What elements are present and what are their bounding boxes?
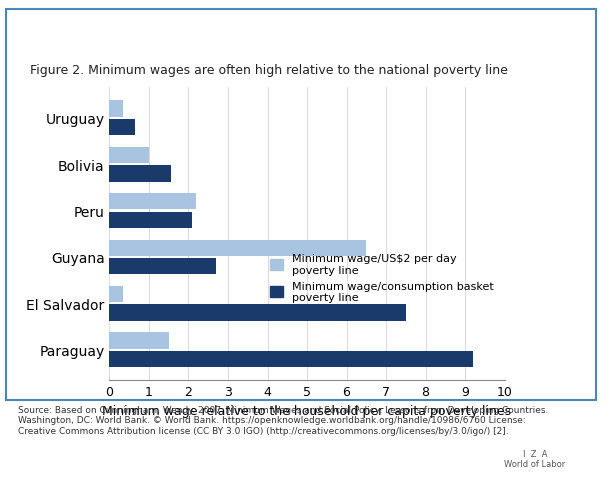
Bar bbox=[109, 333, 169, 349]
Bar bbox=[109, 240, 366, 256]
Bar bbox=[109, 259, 216, 275]
Text: Figure 2. Minimum wages are often high relative to the national poverty line: Figure 2. Minimum wages are often high r… bbox=[30, 63, 508, 77]
Bar bbox=[109, 120, 135, 136]
Bar bbox=[109, 351, 473, 367]
Text: Source: Based on Cunningham, Wendy. 2007. Minimum Wages and Social Policy: Lesso: Source: Based on Cunningham, Wendy. 2007… bbox=[18, 405, 548, 435]
Bar bbox=[109, 286, 123, 303]
Text: I  Z  A
World of Labor: I Z A World of Labor bbox=[505, 449, 565, 468]
Bar bbox=[109, 166, 171, 182]
Bar bbox=[109, 305, 406, 321]
Bar bbox=[109, 147, 149, 163]
Bar bbox=[109, 212, 192, 228]
X-axis label: Minimum wage relative to the household per capita poverty lines: Minimum wage relative to the household p… bbox=[103, 404, 511, 417]
Legend: Minimum wage/US$2 per day
poverty line, Minimum wage/consumption basket
poverty : Minimum wage/US$2 per day poverty line, … bbox=[264, 248, 499, 308]
Bar bbox=[109, 101, 123, 117]
Bar bbox=[109, 194, 196, 210]
